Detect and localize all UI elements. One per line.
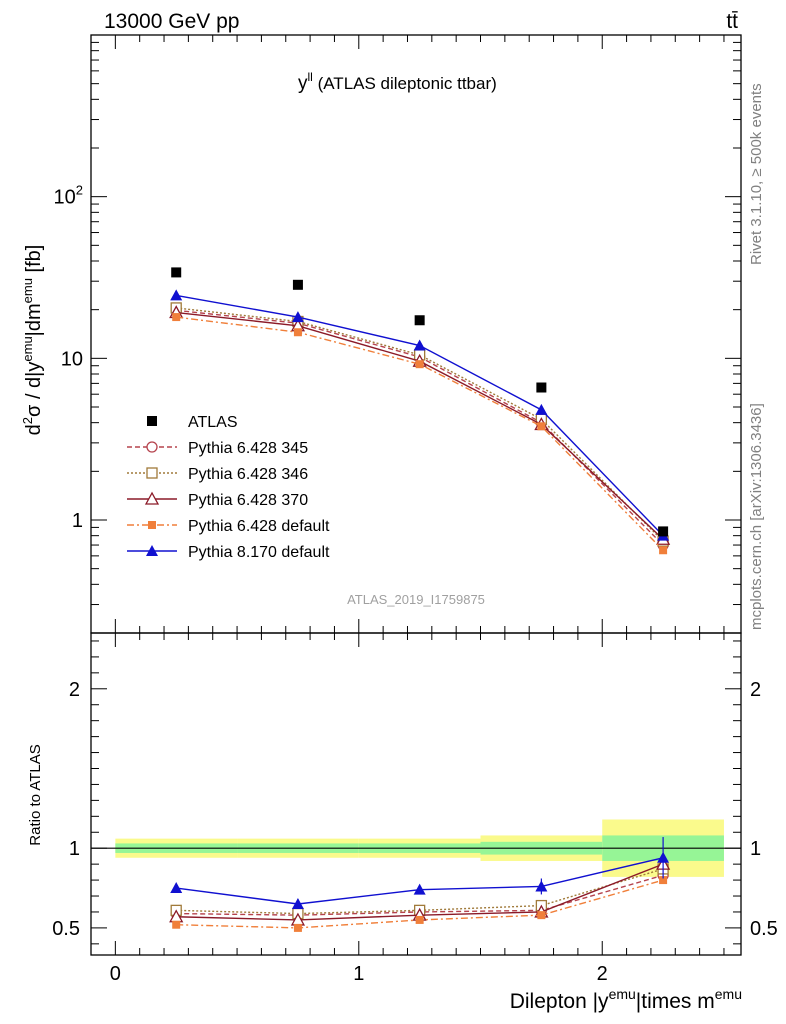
series-point (170, 289, 183, 301)
series-point (415, 360, 424, 369)
ratio-series-4 (172, 876, 668, 932)
x-ticks (90, 35, 725, 955)
ratio-series-line (176, 857, 664, 905)
ratio-panel: 0.5 0.5 1 1 2 2 (52, 35, 778, 956)
atlas-data-point (171, 267, 182, 278)
main-y-axis-label: d2σ / d|yemu|dmemu [fb] (20, 245, 45, 436)
x-axis-label-part-3: |times m (636, 990, 715, 1013)
legend-marker (148, 521, 156, 529)
plot-title-main: y (298, 73, 308, 94)
header-process-label: tt̄ (726, 10, 738, 33)
ratio-tick-label-right: 0.5 (750, 918, 778, 940)
series-point (291, 311, 304, 323)
ratio-series-point (659, 876, 668, 885)
legend-marker-atlas (147, 416, 157, 426)
atlas-data-point (414, 315, 425, 326)
y-tick-base: 10 (54, 187, 76, 209)
series-point (413, 339, 426, 351)
legend-label: Pythia 8.170 default (188, 544, 330, 561)
ratio-series-point (293, 923, 302, 932)
atlas-data-points (171, 267, 669, 537)
ratio-tick-label-left: 2 (69, 679, 80, 701)
atlas-data-point (292, 279, 303, 290)
ratio-series-point (537, 911, 546, 920)
legend-entry-5: Pythia 8.170 default (127, 544, 330, 561)
legend-label: Pythia 6.428 370 (188, 492, 308, 509)
x-axis-label-part-4: emu (715, 986, 742, 1002)
series-2 (170, 302, 669, 547)
series-point (659, 546, 668, 555)
legend-marker (144, 491, 160, 505)
x-tick-label: 2 (597, 963, 608, 985)
plot-title-rest: (ATLAS dileptonic ttbar) (313, 74, 497, 93)
x-axis-label-part-2: emu (609, 986, 636, 1002)
plot-title: yll (ATLAS dileptonic ttbar) (298, 70, 497, 94)
atlas-data-point (658, 526, 669, 537)
y-tick-label: 10 (61, 348, 83, 370)
series-4 (172, 313, 668, 555)
legend-label: Pythia 6.428 346 (188, 466, 308, 483)
ratio-y-ticks (91, 640, 741, 945)
legend-marker (146, 467, 158, 479)
ratio-frame (90, 632, 742, 956)
series-point (535, 403, 548, 415)
series-point (293, 328, 302, 337)
legend-marker (146, 545, 158, 556)
legend-entry-1: Pythia 6.428 345 (127, 440, 308, 457)
ratio-tick-label-right: 2 (750, 679, 761, 701)
y-tick-exponent: 2 (76, 183, 83, 198)
x-tick-label: 0 (110, 963, 121, 985)
rivet-version-label: Rivet 3.1.10, ≥ 500k events (748, 83, 765, 265)
series-5 (170, 289, 670, 541)
legend-marker (146, 441, 158, 453)
mcplots-label: mcplots.cern.ch [arXiv:1306.3436] (748, 403, 765, 630)
legend-entry-atlas: ATLAS (147, 414, 238, 431)
ratio-series-point (415, 915, 424, 924)
ratio-tick-label-left: 0.5 (52, 918, 80, 940)
x-axis-label-part-1: Dilepton |y (510, 990, 609, 1013)
plot-title-sup: ll (308, 70, 313, 84)
legend-label: Pythia 6.428 default (188, 518, 330, 535)
legend-label-atlas: ATLAS (188, 414, 238, 431)
ratio-series-point (172, 920, 181, 929)
series-line (176, 316, 664, 551)
ratio-tick-label-right: 1 (750, 838, 761, 860)
x-axis-label: Dilepton |yemu|times memu (510, 986, 742, 1013)
series-point (172, 313, 181, 322)
main-y-ticks (91, 41, 741, 634)
legend: ATLAS Pythia 6.428 345 Pythia 6.428 346 Pyt… (127, 414, 330, 561)
ratio-y-axis-label: Ratio to ATLAS (27, 744, 44, 845)
x-tick-label: 1 (353, 963, 364, 985)
legend-entry-2: Pythia 6.428 346 (127, 466, 308, 483)
ratio-error-bars (175, 837, 664, 909)
header-energy-label: 13000 GeV pp (104, 10, 239, 33)
series-point (537, 422, 546, 431)
ratio-series-line (176, 868, 664, 915)
analysis-watermark: ATLAS_2019_I1759875 (347, 592, 485, 607)
ratio-tick-label-left: 1 (69, 838, 80, 860)
atlas-data-point (536, 382, 547, 393)
legend-entry-4: Pythia 6.428 default (127, 518, 330, 535)
legend-label: Pythia 6.428 345 (188, 440, 308, 457)
y-tick-label: 1 (72, 510, 83, 532)
legend-entry-3: Pythia 6.428 370 (127, 491, 308, 509)
y-tick-label: 102 (54, 183, 83, 209)
